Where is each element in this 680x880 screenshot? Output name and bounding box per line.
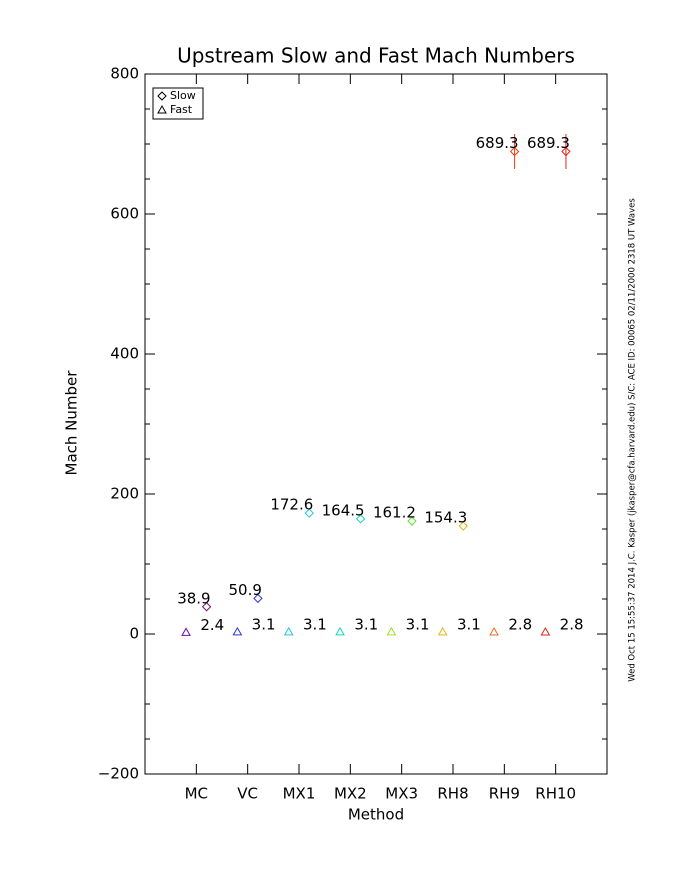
x-tick-label: RH9 bbox=[489, 785, 520, 803]
data-label: 2.4 bbox=[200, 616, 224, 634]
data-label: 38.9 bbox=[177, 589, 210, 607]
marker-diamond bbox=[253, 593, 263, 604]
marker-triangle bbox=[437, 626, 448, 636]
marker-triangle bbox=[489, 627, 499, 636]
y-tick-label: 0 bbox=[129, 625, 139, 643]
marker-triangle bbox=[157, 104, 167, 114]
data-label: 172.6 bbox=[270, 496, 313, 514]
x-tick-label: RH10 bbox=[535, 785, 576, 803]
chart-title: Upstream Slow and Fast Mach Numbers bbox=[177, 44, 575, 68]
marker-diamond bbox=[201, 602, 212, 612]
marker-triangle bbox=[283, 626, 294, 636]
x-tick-label: MX3 bbox=[385, 785, 418, 803]
marker-diamond bbox=[157, 91, 167, 101]
marker-diamond bbox=[458, 521, 468, 531]
data-label: 154.3 bbox=[424, 508, 467, 526]
data-label: 2.8 bbox=[560, 616, 584, 634]
marker-diamond bbox=[509, 146, 520, 157]
x-tick-label: MX1 bbox=[283, 785, 316, 803]
x-tick-label: VC bbox=[237, 785, 258, 803]
data-label: 689.3 bbox=[527, 134, 570, 152]
x-tick-label: RH8 bbox=[437, 785, 468, 803]
data-label: 689.3 bbox=[476, 134, 519, 152]
x-axis-label: Method bbox=[348, 806, 404, 824]
y-tick-label: 600 bbox=[110, 205, 139, 223]
legend-label: Slow bbox=[170, 89, 196, 102]
footnote: Wed Oct 15 15:55:37 2014 J.C. Kasper (jk… bbox=[628, 198, 638, 682]
marker-triangle bbox=[335, 626, 345, 636]
y-tick-label: 200 bbox=[110, 485, 139, 503]
legend-label: Fast bbox=[170, 103, 193, 116]
data-label: 50.9 bbox=[229, 581, 262, 599]
data-label: 3.1 bbox=[303, 615, 327, 633]
marker-diamond bbox=[407, 516, 417, 526]
x-tick-label: MX2 bbox=[334, 785, 367, 803]
data-label: 3.1 bbox=[406, 615, 430, 633]
marker-diamond bbox=[304, 508, 314, 518]
data-label: 3.1 bbox=[354, 615, 378, 633]
x-tick-label: MC bbox=[185, 785, 208, 803]
marker-diamond bbox=[561, 146, 571, 157]
data-label: 3.1 bbox=[457, 615, 481, 633]
marker-triangle bbox=[232, 626, 243, 636]
marker-triangle bbox=[181, 627, 191, 636]
data-label: 3.1 bbox=[252, 615, 276, 633]
marker-diamond bbox=[355, 514, 366, 524]
data-label: 161.2 bbox=[373, 504, 416, 522]
y-tick-label: 400 bbox=[110, 345, 139, 363]
marker-triangle bbox=[540, 627, 551, 636]
data-label: 2.8 bbox=[508, 616, 532, 634]
data-label: 164.5 bbox=[322, 501, 365, 519]
legend-box bbox=[152, 87, 204, 120]
y-tick-label: −200 bbox=[98, 765, 139, 783]
y-axis-label: Mach Number bbox=[63, 370, 81, 476]
marker-triangle bbox=[386, 626, 397, 636]
y-tick-label: 800 bbox=[110, 65, 139, 83]
